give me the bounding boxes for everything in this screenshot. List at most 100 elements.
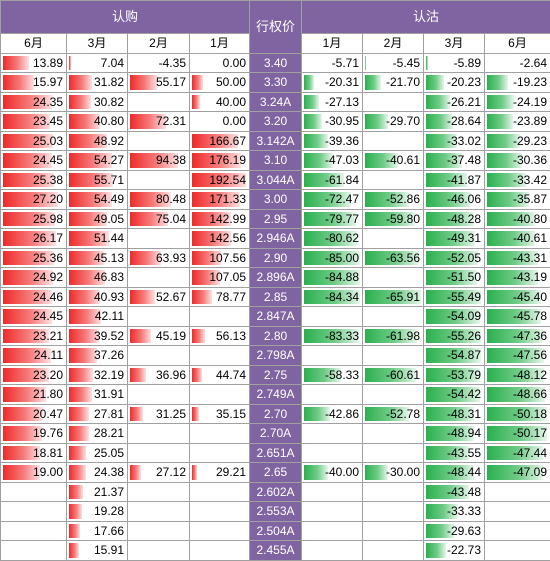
- strike-cell: 2.749A: [250, 385, 302, 405]
- call-cell: [128, 92, 190, 112]
- put-cell: -83.33: [302, 326, 363, 346]
- put-value: -61.84: [325, 173, 359, 187]
- call-value: 13.89: [33, 56, 63, 70]
- put-value: -5.89: [454, 56, 481, 70]
- put-cell: -28.64: [424, 112, 485, 132]
- put-cell: -40.61: [485, 229, 550, 249]
- strike-header: 行权价: [250, 1, 302, 54]
- call-cell: 26.17: [1, 229, 67, 249]
- put-value: -40.80: [513, 212, 547, 226]
- call-value: 54.49: [94, 192, 124, 206]
- put-value: -79.77: [325, 212, 359, 226]
- put-cell: -30.36: [485, 151, 550, 171]
- put-value: -65.91: [386, 290, 420, 304]
- strike-cell: 2.80: [250, 326, 302, 346]
- strike-cell: 3.10: [250, 151, 302, 171]
- call-value: 37.26: [94, 348, 124, 362]
- put-value: -72.47: [325, 192, 359, 206]
- put-value: -51.50: [447, 270, 481, 284]
- call-value: 51.44: [94, 231, 124, 245]
- put-data-bar: [304, 114, 322, 129]
- put-value: -19.23: [513, 75, 547, 89]
- put-value: -54.09: [447, 309, 481, 323]
- call-value: 19.76: [33, 426, 63, 440]
- put-cell: -54.42: [424, 385, 485, 405]
- put-cell: -48.12: [485, 365, 550, 385]
- call-value: 49.05: [94, 212, 124, 226]
- call-cell: 32.19: [67, 365, 128, 385]
- call-cell: 55.17: [128, 73, 190, 93]
- call-cell: 37.26: [67, 346, 128, 366]
- strike-cell: 2.70: [250, 404, 302, 424]
- put-cell: [363, 346, 424, 366]
- put-cell: -5.45: [363, 53, 424, 73]
- call-value: 44.74: [216, 368, 246, 382]
- put-cell: -22.73: [424, 541, 485, 561]
- call-value: 171.33: [209, 192, 246, 206]
- call-cell: 54.49: [67, 190, 128, 210]
- strike-cell: 2.946A: [250, 229, 302, 249]
- call-cell: 78.77: [190, 287, 250, 307]
- put-cell: -33.33: [424, 502, 485, 522]
- call-value: 24.45: [33, 153, 63, 167]
- call-data-bar: [192, 407, 199, 422]
- call-cell: [1, 502, 67, 522]
- call-cell: 80.48: [128, 190, 190, 210]
- put-data-bar: [365, 465, 388, 480]
- strike-cell: 2.90: [250, 248, 302, 268]
- strike-cell: 2.553A: [250, 502, 302, 522]
- put-cell: [302, 424, 363, 444]
- put-value: -47.44: [513, 446, 547, 460]
- call-cell: 72.31: [128, 112, 190, 132]
- call-cell: 24.38: [67, 463, 128, 483]
- put-value: -50.18: [513, 407, 547, 421]
- put-cell: [363, 131, 424, 151]
- put-cell: -40.00: [302, 463, 363, 483]
- put-cell: [485, 521, 550, 541]
- call-cell: 31.25: [128, 404, 190, 424]
- call-cell: 166.67: [190, 131, 250, 151]
- put-value: -22.73: [447, 543, 481, 557]
- call-value: 55.17: [156, 75, 186, 89]
- put-cell: -47.56: [485, 346, 550, 366]
- put-cell: [302, 502, 363, 522]
- put-month-header: 3月: [424, 34, 485, 54]
- call-data-bar: [69, 543, 79, 558]
- put-cell: [302, 521, 363, 541]
- call-cell: [128, 502, 190, 522]
- put-value: -40.61: [386, 153, 420, 167]
- call-data-bar: [130, 75, 157, 90]
- call-value: 24.92: [33, 270, 63, 284]
- call-cell: [128, 443, 190, 463]
- call-cell: [1, 521, 67, 541]
- strike-cell: 3.20: [250, 112, 302, 132]
- puts-group-header: 认沽: [302, 1, 550, 34]
- call-cell: 171.33: [190, 190, 250, 210]
- call-value: 25.03: [33, 134, 63, 148]
- call-value: 36.96: [156, 368, 186, 382]
- call-cell: 24.11: [1, 346, 67, 366]
- call-cell: 51.44: [67, 229, 128, 249]
- call-cell: 44.74: [190, 365, 250, 385]
- call-value: 75.04: [156, 212, 186, 226]
- call-data-bar: [192, 95, 200, 110]
- call-cell: 42.11: [67, 307, 128, 327]
- put-cell: -51.50: [424, 268, 485, 288]
- put-cell: -65.91: [363, 287, 424, 307]
- call-cell: [128, 346, 190, 366]
- put-cell: -37.48: [424, 151, 485, 171]
- put-cell: -79.77: [302, 209, 363, 229]
- call-data-bar: [69, 368, 93, 383]
- call-cell: [128, 268, 190, 288]
- put-value: -45.40: [513, 290, 547, 304]
- call-data-bar: [69, 485, 83, 500]
- put-value: -29.70: [386, 114, 420, 128]
